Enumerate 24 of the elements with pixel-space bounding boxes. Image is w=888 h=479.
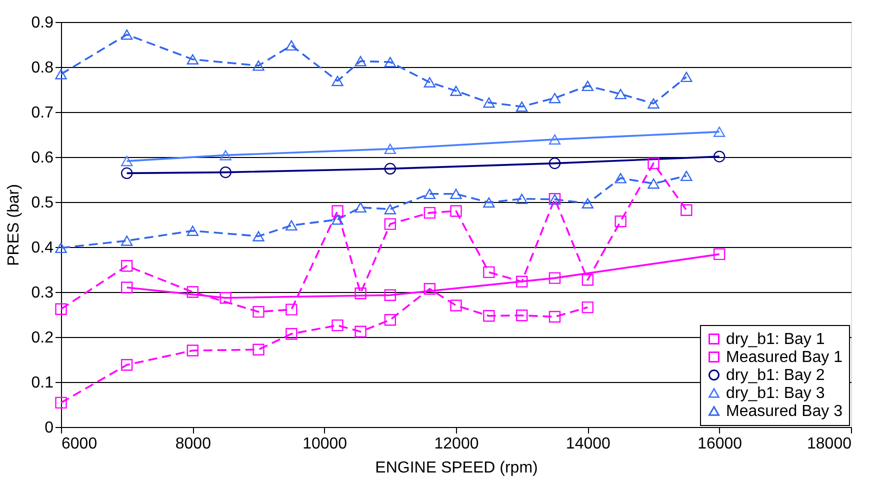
y-tick-label: 0.6	[31, 150, 54, 166]
x-tick-label: 10000	[302, 436, 348, 452]
legend-label: dry_b1: Bay 2	[726, 367, 825, 384]
legend-label: Measured Bay 1	[726, 349, 843, 366]
x-tick-label: 8000	[175, 436, 212, 452]
y-axis-title: PRES (bar)	[5, 184, 22, 266]
x-tick-label: 16000	[698, 436, 742, 452]
y-tick-label: 0.3	[31, 284, 54, 302]
y-tick-label: 0.7	[31, 104, 54, 122]
x-tick-label: 6000	[62, 436, 98, 452]
legend-label: Measured Bay 3	[726, 403, 843, 420]
y-tick-label: 0.9	[31, 14, 54, 32]
legend-label: dry_b1: Bay 3	[726, 385, 825, 402]
y-tick-label: 0.2	[31, 330, 54, 346]
x-tick-label: 14000	[566, 436, 611, 452]
legend-label: dry_b1: Bay 1	[726, 331, 825, 348]
x-axis-title: ENGINE SPEED (rpm)	[375, 460, 538, 476]
y-tick-label: 0.5	[31, 194, 54, 212]
x-tick-label: 12000	[434, 436, 479, 452]
y-tick-label: 0	[44, 420, 54, 436]
y-tick-label: 0.1	[31, 374, 54, 392]
y-tick-label: 0.4	[31, 240, 54, 256]
x-tick-label: 18000	[807, 436, 852, 452]
y-tick-label: 0.8	[31, 60, 54, 76]
